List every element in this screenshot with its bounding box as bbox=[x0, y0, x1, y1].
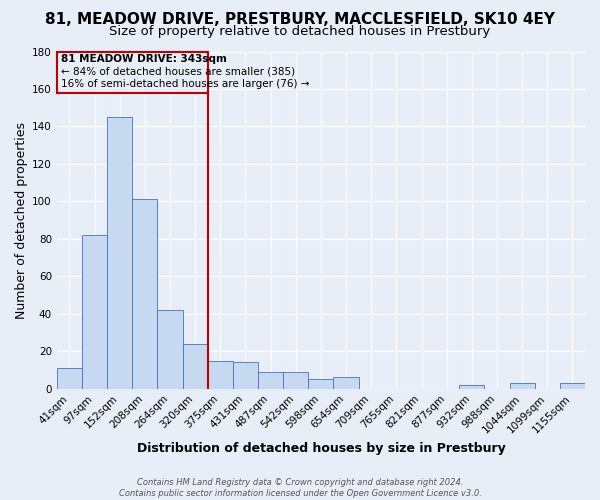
Bar bbox=[258, 372, 283, 388]
Bar bbox=[283, 372, 308, 388]
Bar bbox=[132, 200, 157, 388]
Bar bbox=[182, 344, 208, 388]
Bar bbox=[233, 362, 258, 388]
Bar bbox=[334, 378, 359, 388]
X-axis label: Distribution of detached houses by size in Prestbury: Distribution of detached houses by size … bbox=[137, 442, 505, 455]
Bar bbox=[208, 360, 233, 388]
Bar bbox=[560, 383, 585, 388]
Bar bbox=[308, 380, 334, 388]
Text: Size of property relative to detached houses in Prestbury: Size of property relative to detached ho… bbox=[109, 25, 491, 38]
FancyBboxPatch shape bbox=[57, 52, 208, 92]
Bar bbox=[107, 117, 132, 388]
Text: 16% of semi-detached houses are larger (76) →: 16% of semi-detached houses are larger (… bbox=[61, 78, 309, 88]
Text: Contains HM Land Registry data © Crown copyright and database right 2024.
Contai: Contains HM Land Registry data © Crown c… bbox=[119, 478, 481, 498]
Bar bbox=[82, 235, 107, 388]
Bar bbox=[157, 310, 182, 388]
Bar bbox=[57, 368, 82, 388]
Text: 81 MEADOW DRIVE: 343sqm: 81 MEADOW DRIVE: 343sqm bbox=[61, 54, 226, 64]
Bar bbox=[509, 383, 535, 388]
Y-axis label: Number of detached properties: Number of detached properties bbox=[15, 122, 28, 318]
Text: ← 84% of detached houses are smaller (385): ← 84% of detached houses are smaller (38… bbox=[61, 66, 295, 76]
Text: 81, MEADOW DRIVE, PRESTBURY, MACCLESFIELD, SK10 4EY: 81, MEADOW DRIVE, PRESTBURY, MACCLESFIEL… bbox=[45, 12, 555, 28]
Bar bbox=[459, 385, 484, 388]
